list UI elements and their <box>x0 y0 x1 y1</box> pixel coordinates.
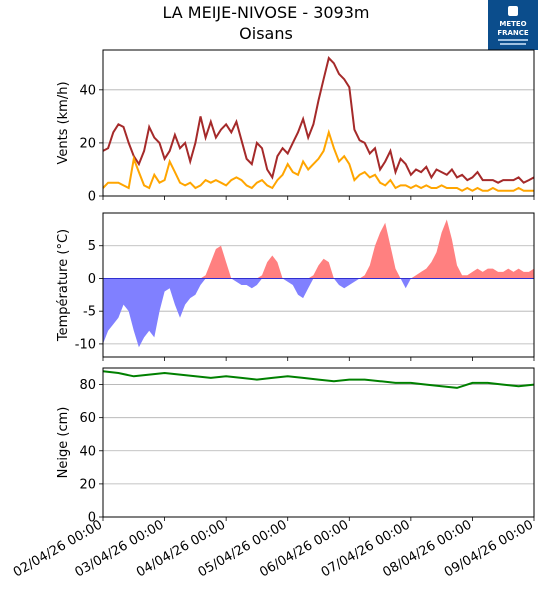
logo-line-2: FRANCE <box>497 29 529 37</box>
y-tick-label: 40 <box>79 83 96 98</box>
logo-line-1: METEO <box>499 20 526 28</box>
y-tick-label: 20 <box>79 136 96 151</box>
y-axis-label: Neige (cm) <box>56 407 71 479</box>
chart-subtitle: Oisans <box>239 24 293 43</box>
meteo-france-logo: METEO FRANCE <box>488 0 538 50</box>
logo-tagline-mark <box>498 39 528 41</box>
y-tick-label: 40 <box>79 444 96 459</box>
gust-series-line <box>102 55 535 184</box>
y-tick-label: -5 <box>83 305 96 320</box>
y-tick-label: 0 <box>88 272 96 287</box>
snow-depth-line <box>102 370 535 389</box>
temperature-panel: -10 -5 0 5 Température (°C) <box>56 212 535 361</box>
y-tick-label: 0 <box>88 190 96 205</box>
y-tick-label: 5 <box>88 239 96 254</box>
y-tick-label: 0 <box>88 511 96 526</box>
y-tick-label: 80 <box>79 378 96 393</box>
temperature-positive-area <box>103 219 534 279</box>
plot-frame <box>102 49 535 197</box>
wind-series-line <box>102 128 534 192</box>
logo-tagline-mark-2 <box>500 43 526 45</box>
y-tick-label: -10 <box>75 337 96 352</box>
y-tick-label: 60 <box>79 411 96 426</box>
logo-emblem-icon <box>508 6 518 16</box>
wind-panel: 0 20 40 Vents (km/h) <box>56 49 535 205</box>
y-axis-label: Température (°C) <box>56 229 71 342</box>
snow-panel: 0 20 40 60 80 Neige (cm) <box>56 367 535 526</box>
y-axis-label: Vents (km/h) <box>56 81 71 164</box>
plot-frame <box>102 367 535 518</box>
chart-title: LA MEIJE-NIVOSE - 3093m <box>162 3 369 22</box>
plot-frame <box>102 212 535 358</box>
temperature-negative-area <box>103 278 534 348</box>
y-tick-label: 20 <box>79 477 96 492</box>
